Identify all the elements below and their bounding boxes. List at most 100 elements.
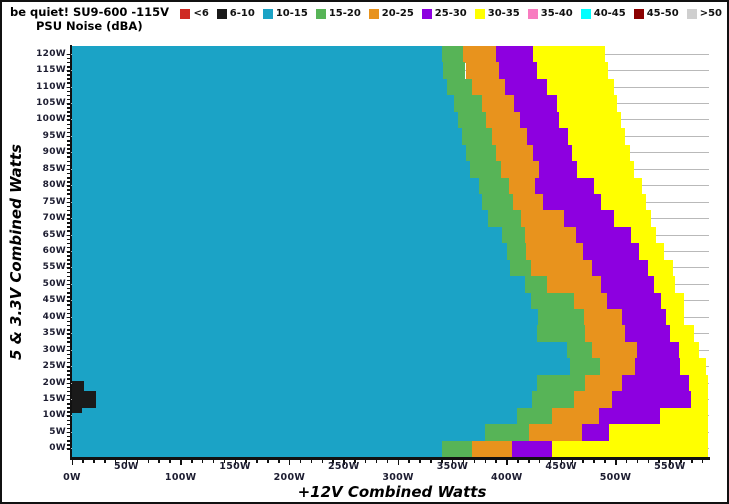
y-axis-tick [67, 164, 71, 167]
y-axis-tick [67, 140, 71, 142]
y-axis-tick [67, 177, 71, 179]
heat-segment-6-10-dba [72, 381, 84, 392]
legend-label: 40-45 [593, 8, 626, 19]
heat-segment-30-35-dba [537, 62, 608, 80]
x-axis-tick [691, 460, 693, 463]
y-axis-tick [67, 185, 71, 187]
x-axis-tick [245, 460, 247, 463]
y-axis-line [70, 45, 72, 459]
heat-segment-15-20-dba [441, 440, 472, 458]
legend-item: 6-10 [216, 8, 255, 19]
legend-item: 10-15 [262, 8, 308, 19]
x-axis-tick [223, 460, 226, 463]
heat-segment-25-30-dba [532, 144, 573, 162]
chart-title: be quiet! SU9-600 -115V PSU Noise (dBA) [10, 5, 169, 34]
heat-row [72, 210, 709, 228]
y-axis-tick [67, 94, 71, 97]
y-axis-tick [67, 324, 71, 327]
heat-segment-15-20-dba [531, 391, 575, 409]
y-axis-tick [67, 440, 71, 442]
y-axis-tick [67, 427, 71, 430]
y-axis-tick [67, 74, 71, 76]
heat-segment-10-15-dba [72, 128, 463, 146]
heat-segment-6-10-dba [72, 391, 96, 408]
legend-item: 35-40 [527, 8, 573, 19]
x-axis-tick [147, 460, 150, 463]
y-axis-tick [67, 415, 71, 417]
heat-segment-30-35-dba [556, 95, 617, 113]
x-axis-tick [234, 460, 237, 465]
y-axis-tick [67, 337, 71, 339]
y-tick-label: 80W [42, 180, 66, 191]
y-axis-tick [67, 345, 71, 348]
heat-segment-30-35-dba [690, 391, 708, 409]
heat-segment-10-15-dba [72, 341, 567, 359]
heat-segment-10-15-dba [72, 243, 507, 261]
heat-segment-20-25-dba [495, 144, 533, 162]
heat-segment-15-20-dba [516, 407, 553, 425]
x-axis-tick [321, 460, 324, 463]
y-axis-tick [67, 230, 71, 232]
x-axis-tick [386, 460, 389, 463]
heat-segment-30-35-dba [679, 358, 706, 376]
heat-segment-25-30-dba [504, 78, 548, 96]
legend-item: 45-50 [633, 8, 679, 19]
y-axis-tick [67, 419, 71, 421]
y-tick-label: 105W [36, 98, 66, 109]
y-axis-tick [67, 218, 71, 220]
heat-segment-15-20-dba [538, 309, 584, 326]
y-axis-tick [67, 304, 71, 306]
heat-segment-30-35-dba [661, 292, 684, 310]
y-axis-tick [67, 279, 71, 282]
heat-segment-25-30-dba [599, 407, 661, 425]
x-axis-tick [593, 460, 595, 463]
heat-row [72, 424, 709, 442]
y-axis-tick [67, 403, 71, 405]
heat-segment-20-25-dba [525, 226, 577, 244]
y-axis-tick [67, 378, 71, 380]
heat-row [72, 259, 709, 277]
y-axis-tick [67, 251, 71, 253]
y-axis-tick [67, 111, 71, 113]
heat-segment-10-15-dba [72, 325, 538, 343]
heat-segment-30-35-dba [577, 161, 634, 179]
y-tick-label: 115W [36, 65, 66, 76]
heat-segment-20-25-dba [552, 407, 600, 425]
heat-segment-30-35-dba [665, 309, 684, 326]
heat-segment-25-30-dba [625, 325, 670, 343]
legend-swatch-icon [633, 8, 644, 19]
heat-segment-30-35-dba [608, 424, 708, 442]
y-axis-tick [67, 226, 71, 228]
heat-segment-10-15-dba [72, 226, 503, 244]
y-axis-tick [67, 152, 71, 154]
y-axis-tick [67, 259, 71, 261]
y-tick-label: 60W [42, 246, 66, 256]
y-axis-tick [67, 107, 71, 109]
heat-segment-20-25-dba [472, 78, 505, 96]
heat-segment-15-20-dba [447, 78, 473, 96]
heat-segment-15-20-dba [530, 292, 575, 310]
x-axis-tick [180, 460, 182, 465]
y-axis-tick [67, 292, 71, 294]
y-axis-tick [67, 115, 71, 117]
y-axis-tick [67, 209, 71, 212]
y-axis-tick [67, 189, 71, 191]
y-axis-tick [67, 127, 71, 130]
y-axis-tick [67, 431, 71, 434]
heat-row [72, 95, 709, 113]
x-tick-label: 350W [436, 461, 469, 472]
x-axis-tick [560, 460, 563, 465]
x-axis-tick [604, 460, 606, 463]
heat-row [72, 243, 709, 261]
x-axis-tick [267, 460, 269, 463]
x-axis-tick [125, 460, 128, 465]
heat-segment-6-10-dba [72, 407, 82, 413]
heat-segment-25-30-dba [606, 292, 662, 310]
y-axis-tick [67, 435, 71, 438]
y-axis-tick [67, 390, 71, 393]
y-axis-tick [67, 135, 71, 138]
y-axis-tick [67, 181, 71, 183]
heat-row [72, 341, 709, 359]
x-tick-label: 50W [114, 461, 139, 472]
legend-item: >50 [686, 8, 722, 19]
